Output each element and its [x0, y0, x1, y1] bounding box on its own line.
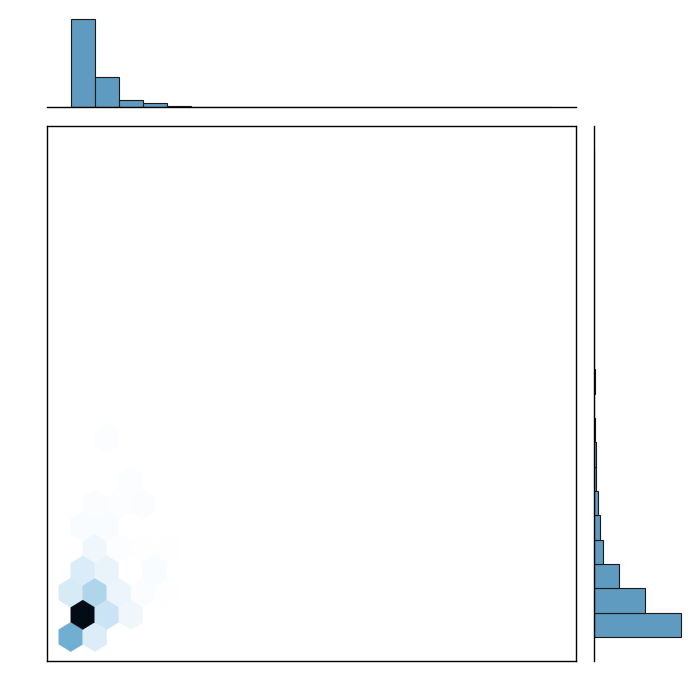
Bar: [94, 77, 119, 107]
Bar: [594, 588, 645, 612]
Bar: [594, 612, 680, 637]
Bar: [119, 100, 143, 107]
Bar: [71, 20, 94, 107]
Bar: [594, 491, 598, 515]
Bar: [594, 515, 600, 540]
Bar: [594, 467, 596, 491]
Bar: [594, 540, 603, 564]
Bar: [215, 106, 239, 107]
Bar: [594, 442, 596, 467]
Bar: [167, 106, 191, 107]
Bar: [143, 104, 167, 107]
Bar: [594, 564, 619, 588]
